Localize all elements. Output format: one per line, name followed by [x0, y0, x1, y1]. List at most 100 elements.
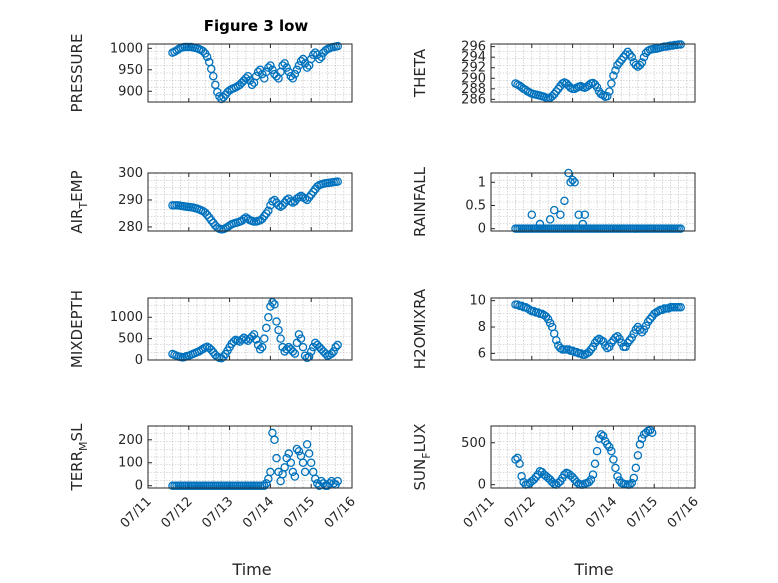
data-point: [560, 470, 569, 479]
y-tick-label: 294: [461, 50, 486, 65]
y-axis-label-terr-msl: TERRMSL: [68, 423, 90, 492]
data-point: [290, 349, 300, 358]
data-point: [245, 76, 255, 85]
data-point: [298, 342, 308, 352]
data-point: [317, 52, 326, 62]
data-point: [605, 87, 614, 96]
data-point: [545, 215, 555, 224]
data-point: [288, 74, 298, 83]
data-point: [590, 80, 600, 89]
data-point: [603, 440, 612, 449]
data-point: [543, 314, 553, 324]
data-point: [247, 80, 257, 90]
data-point: [611, 333, 620, 342]
data-point: [290, 472, 300, 481]
data-point: [631, 463, 641, 473]
data-point: [566, 178, 575, 187]
data-point: [664, 304, 673, 313]
data-point: [270, 300, 279, 309]
x-axis-label-left: Time: [231, 560, 271, 579]
data-point: [264, 206, 273, 216]
data-point: [321, 349, 330, 358]
data-point: [637, 434, 647, 443]
data-point: [615, 58, 624, 67]
data-point: [584, 477, 594, 487]
y-axis-label-theta: THETA: [411, 48, 429, 98]
data-point: [576, 349, 586, 358]
data-point: [300, 351, 310, 360]
data-point: [308, 342, 318, 352]
subplot-sun-flux: 0 500 07/11 07/12 07/13 07/14 07/15 07/16 SUNFLU…: [411, 424, 702, 532]
data-point: [609, 455, 618, 464]
x-tick-label: 07/12: [159, 494, 196, 531]
y-axis-label-air-temp: AIRTEMP: [68, 170, 90, 233]
data-point: [327, 349, 336, 358]
data-point: [266, 467, 275, 477]
data-point: [286, 71, 296, 81]
x-tick-label: 07/14: [583, 494, 620, 531]
data-point: [311, 48, 320, 57]
data-point: [278, 342, 287, 352]
subplot-pressure: 900 950 1000 PRESSURE: [68, 34, 353, 112]
y-tick-label: 0.5: [465, 198, 486, 213]
y-tick-label: 300: [118, 166, 143, 181]
data-point: [598, 337, 608, 346]
y-tick-label: 280: [118, 220, 143, 235]
subplot-rainfall: 0 0.5 1 RAINFALL: [411, 166, 696, 237]
data-point: [329, 347, 338, 356]
data-point: [596, 335, 606, 345]
x-tick-label: 07/13: [199, 494, 236, 531]
data-point: [280, 59, 289, 68]
data-point: [262, 323, 271, 333]
data-point: [609, 71, 618, 80]
data-point: [592, 446, 602, 456]
data-point: [288, 467, 298, 477]
data-point: [635, 60, 645, 70]
y-tick-label: 0: [478, 222, 486, 237]
y-tick-label: 200: [118, 433, 143, 448]
data-point: [645, 314, 655, 324]
y-tick-label: 8: [478, 320, 486, 335]
data-point: [635, 440, 645, 449]
data-point: [676, 224, 685, 233]
axes-box: [147, 172, 353, 232]
data-point: [294, 193, 304, 202]
axes-box: [490, 425, 696, 489]
data-point: [613, 472, 622, 481]
data-point: [202, 52, 212, 62]
data-point: [515, 459, 524, 468]
data-point: [257, 69, 267, 79]
data-point: [253, 340, 263, 350]
data-point: [206, 345, 216, 354]
data-point: [284, 449, 294, 458]
data-point: [635, 325, 645, 334]
data-point: [605, 342, 614, 352]
data-point: [268, 65, 277, 75]
data-point: [588, 342, 598, 352]
y-tick-label: 290: [461, 71, 486, 86]
y-tick-label: 950: [118, 63, 143, 78]
data-point: [607, 446, 616, 456]
data-point: [292, 444, 302, 454]
data-point: [280, 463, 289, 472]
data-point: [306, 458, 316, 467]
data-point: [556, 343, 565, 353]
y-tick-label: 10: [469, 294, 486, 309]
data-point: [552, 87, 561, 96]
data-point: [617, 55, 626, 65]
data-point: [274, 467, 283, 477]
data-point: [198, 47, 208, 56]
x-tick-label: 07/13: [542, 494, 579, 531]
axes-box: [490, 172, 696, 232]
data-point: [268, 197, 277, 206]
y-tick-label: 290: [118, 193, 143, 208]
y-tick-label: 0: [478, 478, 486, 493]
data-point: [625, 50, 634, 59]
data-point: [611, 463, 620, 473]
data-point: [237, 335, 247, 344]
data-point: [304, 449, 314, 458]
data-point: [306, 347, 316, 356]
data-point: [519, 477, 528, 487]
